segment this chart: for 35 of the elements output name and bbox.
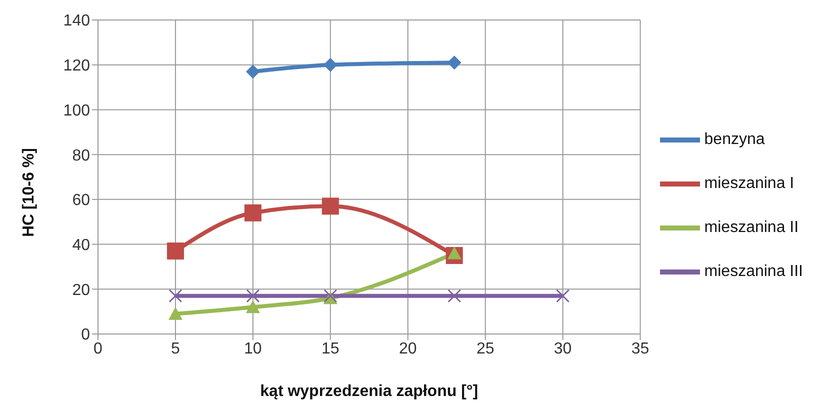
point	[447, 56, 462, 70]
point	[448, 289, 462, 303]
y-tick-label: 80	[72, 147, 90, 164]
point	[447, 246, 462, 260]
point	[168, 306, 182, 320]
legend-label: mieszanina I	[704, 175, 794, 192]
x-tick-label: 10	[244, 340, 262, 358]
x-tick-label: 20	[398, 340, 417, 358]
x-tick-label: 30	[554, 340, 572, 358]
x-tick-label: 5	[171, 340, 180, 358]
point	[244, 204, 262, 222]
point	[246, 289, 260, 303]
y-tick-label: 40	[72, 236, 90, 254]
x-axis-title: kąt wyprzedzenia zapłonu [°]	[260, 383, 478, 400]
y-tick-label: 0	[81, 326, 90, 344]
y-tick-label: 60	[72, 192, 90, 210]
point	[166, 242, 184, 260]
point	[246, 64, 260, 79]
point	[246, 300, 260, 314]
y-tick-label: 120	[63, 58, 90, 75]
y-tick-label: 20	[72, 282, 90, 299]
x-tick-label: 15	[322, 340, 340, 358]
x-tick-label: 35	[631, 340, 650, 358]
point	[556, 289, 570, 303]
point	[168, 289, 182, 303]
legend-label: mieszanina III	[704, 263, 803, 280]
y-tick-label: 100	[63, 102, 90, 120]
legend-label: mieszanina II	[704, 219, 799, 236]
x-tick-label: 25	[476, 340, 494, 358]
x-tick-label: 0	[94, 340, 103, 358]
point	[322, 198, 339, 215]
y-axis-title: HC [10-6 %]	[20, 148, 38, 237]
legend-label: benzyna	[704, 131, 765, 148]
y-tick-label: 140	[63, 12, 90, 30]
point	[323, 58, 338, 72]
